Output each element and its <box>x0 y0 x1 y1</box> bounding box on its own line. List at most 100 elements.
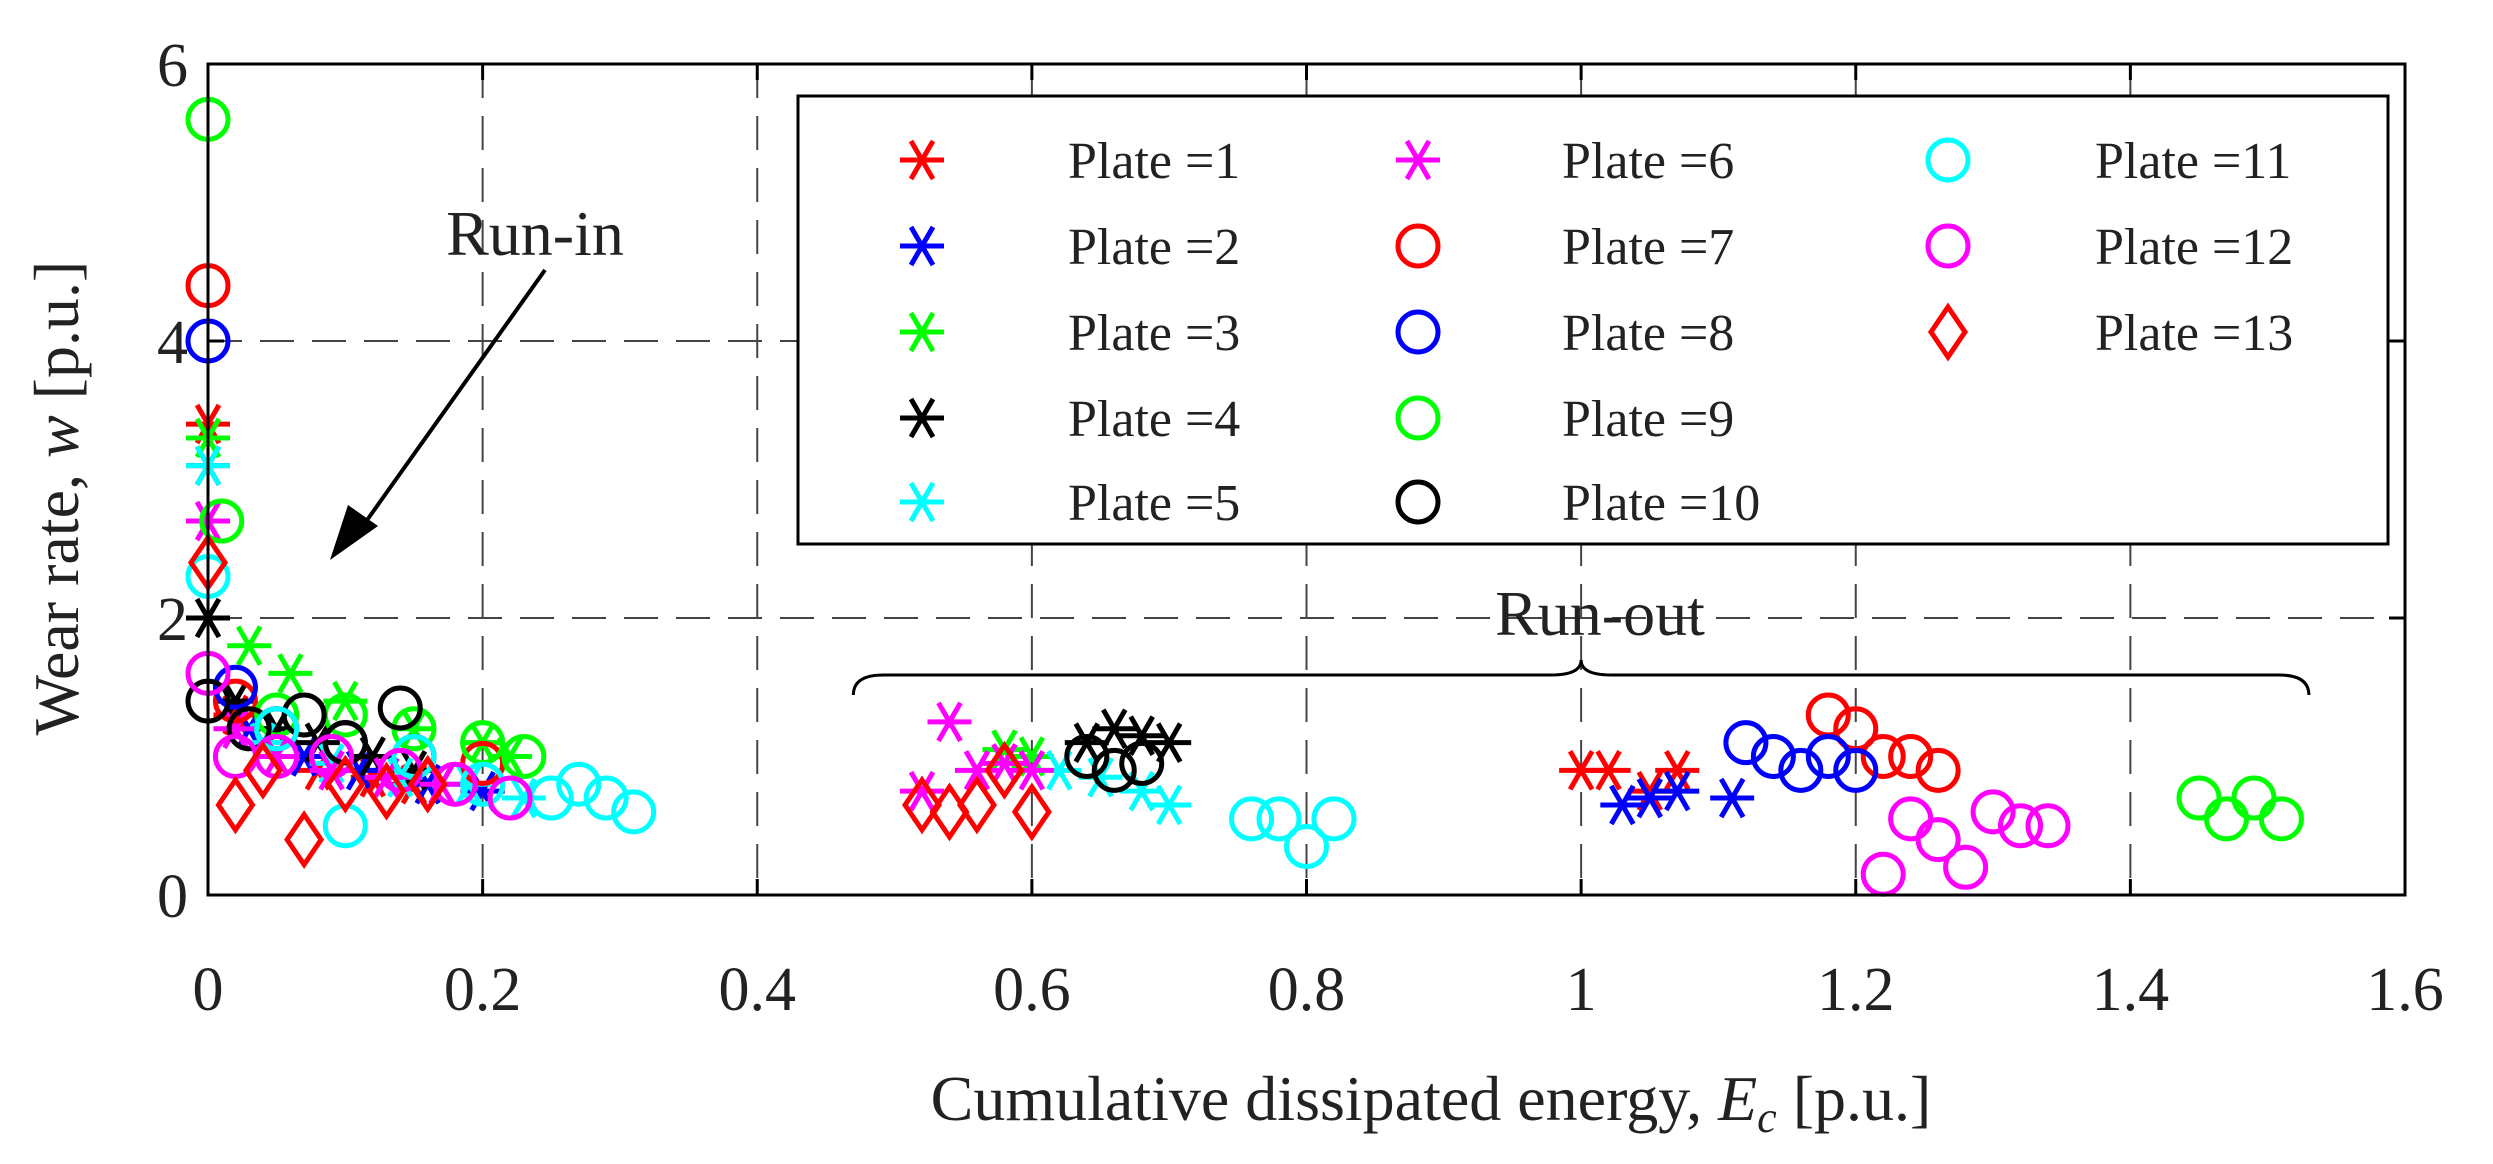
data-point <box>611 789 657 835</box>
legend-label: Plate =5 <box>1068 475 1240 532</box>
legend-label: Plate =10 <box>1562 475 1760 532</box>
legend-item: Plate =8 <box>1395 305 1734 362</box>
data-point <box>902 775 943 835</box>
data-point <box>377 685 423 731</box>
legend-label: Plate =7 <box>1562 219 1734 276</box>
legend-item: Plate =2 <box>900 219 1240 276</box>
legend-item: Plate =7 <box>1395 219 1734 276</box>
data-point <box>927 701 972 743</box>
data-point <box>242 740 283 800</box>
data-points <box>185 96 2304 897</box>
legend-item: Plate =3 <box>900 305 1240 362</box>
data-point <box>1284 824 1329 870</box>
run-out-label: Run-out <box>1495 578 1705 649</box>
run-out-brace <box>851 659 2311 696</box>
data-point <box>199 498 245 544</box>
data-point <box>583 775 629 821</box>
data-point <box>1011 782 1052 842</box>
legend-marker <box>1925 137 1971 183</box>
legend-marker <box>900 139 944 181</box>
legend-item: Plate =10 <box>1395 475 1760 532</box>
data-point <box>1805 734 1851 779</box>
data-point <box>268 653 313 694</box>
data-point <box>1147 784 1192 826</box>
run-in-arrowhead <box>330 505 378 560</box>
legend-marker <box>900 225 944 267</box>
x-axis-label: Cumulative dissipated energy, Ec [p.u.] <box>931 1063 1932 1142</box>
legend-item: Plate =1 <box>900 133 1240 190</box>
data-point <box>215 775 256 835</box>
data-point <box>1970 789 2016 835</box>
legend-marker <box>900 397 944 439</box>
y-tick-label: 0 <box>157 863 188 931</box>
data-point <box>284 810 325 870</box>
data-point <box>2258 796 2304 842</box>
x-tick-label: 1.4 <box>2092 956 2170 1024</box>
data-point <box>1091 747 1137 793</box>
run-in-label: Run-in <box>446 198 624 269</box>
x-tick-label: 0 <box>193 956 224 1024</box>
y-tick-label: 4 <box>157 309 188 377</box>
annotations: Run-in Run-out <box>330 198 2311 696</box>
legend-marker <box>1925 223 1971 269</box>
legend-box <box>796 94 2390 546</box>
data-point <box>1009 750 1054 791</box>
data-point <box>1888 734 1934 779</box>
data-point <box>460 761 506 807</box>
x-tick-label: 0.2 <box>444 956 522 1024</box>
legend-item: Plate =4 <box>900 391 1240 448</box>
x-tick-label: 0.4 <box>719 956 797 1024</box>
legend-label: Plate =6 <box>1562 133 1734 190</box>
y-axis-label: Wear rate, w [p.u.] <box>21 261 92 736</box>
data-point <box>325 754 366 814</box>
axis-ticks: 0 0.2 0.4 0.6 0.8 1 1.2 1.4 1.6 0 2 4 6 <box>157 32 2444 1024</box>
data-point <box>2025 803 2071 849</box>
data-point <box>212 664 258 710</box>
data-point <box>1586 750 1631 791</box>
data-point <box>1092 708 1137 750</box>
legend-marker <box>1395 479 1441 525</box>
x-tick-label: 1 <box>1566 956 1597 1024</box>
data-point <box>254 736 299 777</box>
data-point <box>501 777 546 819</box>
y-tick-label: 2 <box>157 586 188 654</box>
data-point <box>1778 747 1824 793</box>
data-point <box>366 761 407 821</box>
series-6 <box>186 500 1054 812</box>
data-point <box>1915 817 1961 863</box>
legend-marker <box>1395 223 1441 269</box>
data-point <box>1119 740 1165 786</box>
series-9 <box>185 96 2304 842</box>
legend-item: Plate =5 <box>900 475 1240 532</box>
data-point <box>1860 734 1906 779</box>
data-point <box>212 678 258 724</box>
legend-marker <box>900 481 944 523</box>
data-point <box>407 754 448 814</box>
data-point <box>1064 734 1110 779</box>
data-point <box>487 775 533 821</box>
data-point <box>1119 715 1164 757</box>
legend-marker <box>1395 395 1441 441</box>
data-point <box>900 770 945 812</box>
data-point <box>1229 796 1275 842</box>
legend-label: Plate =8 <box>1562 305 1734 362</box>
legend-marker <box>1396 139 1440 181</box>
data-point <box>984 740 1025 800</box>
legend-label: Plate =11 <box>2095 133 2291 190</box>
data-point <box>1750 734 1796 779</box>
legend-marker <box>900 311 944 353</box>
x-tick-label: 0.8 <box>1268 956 1346 1024</box>
data-point <box>254 706 300 752</box>
data-point <box>226 706 272 752</box>
legend-label: Plate =4 <box>1068 391 1240 448</box>
data-point <box>1256 796 1302 842</box>
legend-label: Plate =3 <box>1068 305 1240 362</box>
data-point <box>213 708 258 750</box>
data-point <box>1710 777 1755 819</box>
data-point <box>432 761 478 807</box>
legend-item: Plate =6 <box>1396 133 1734 190</box>
data-point <box>1723 720 1769 766</box>
x-tick-label: 1.6 <box>2366 956 2444 1024</box>
series-13 <box>187 533 1052 870</box>
